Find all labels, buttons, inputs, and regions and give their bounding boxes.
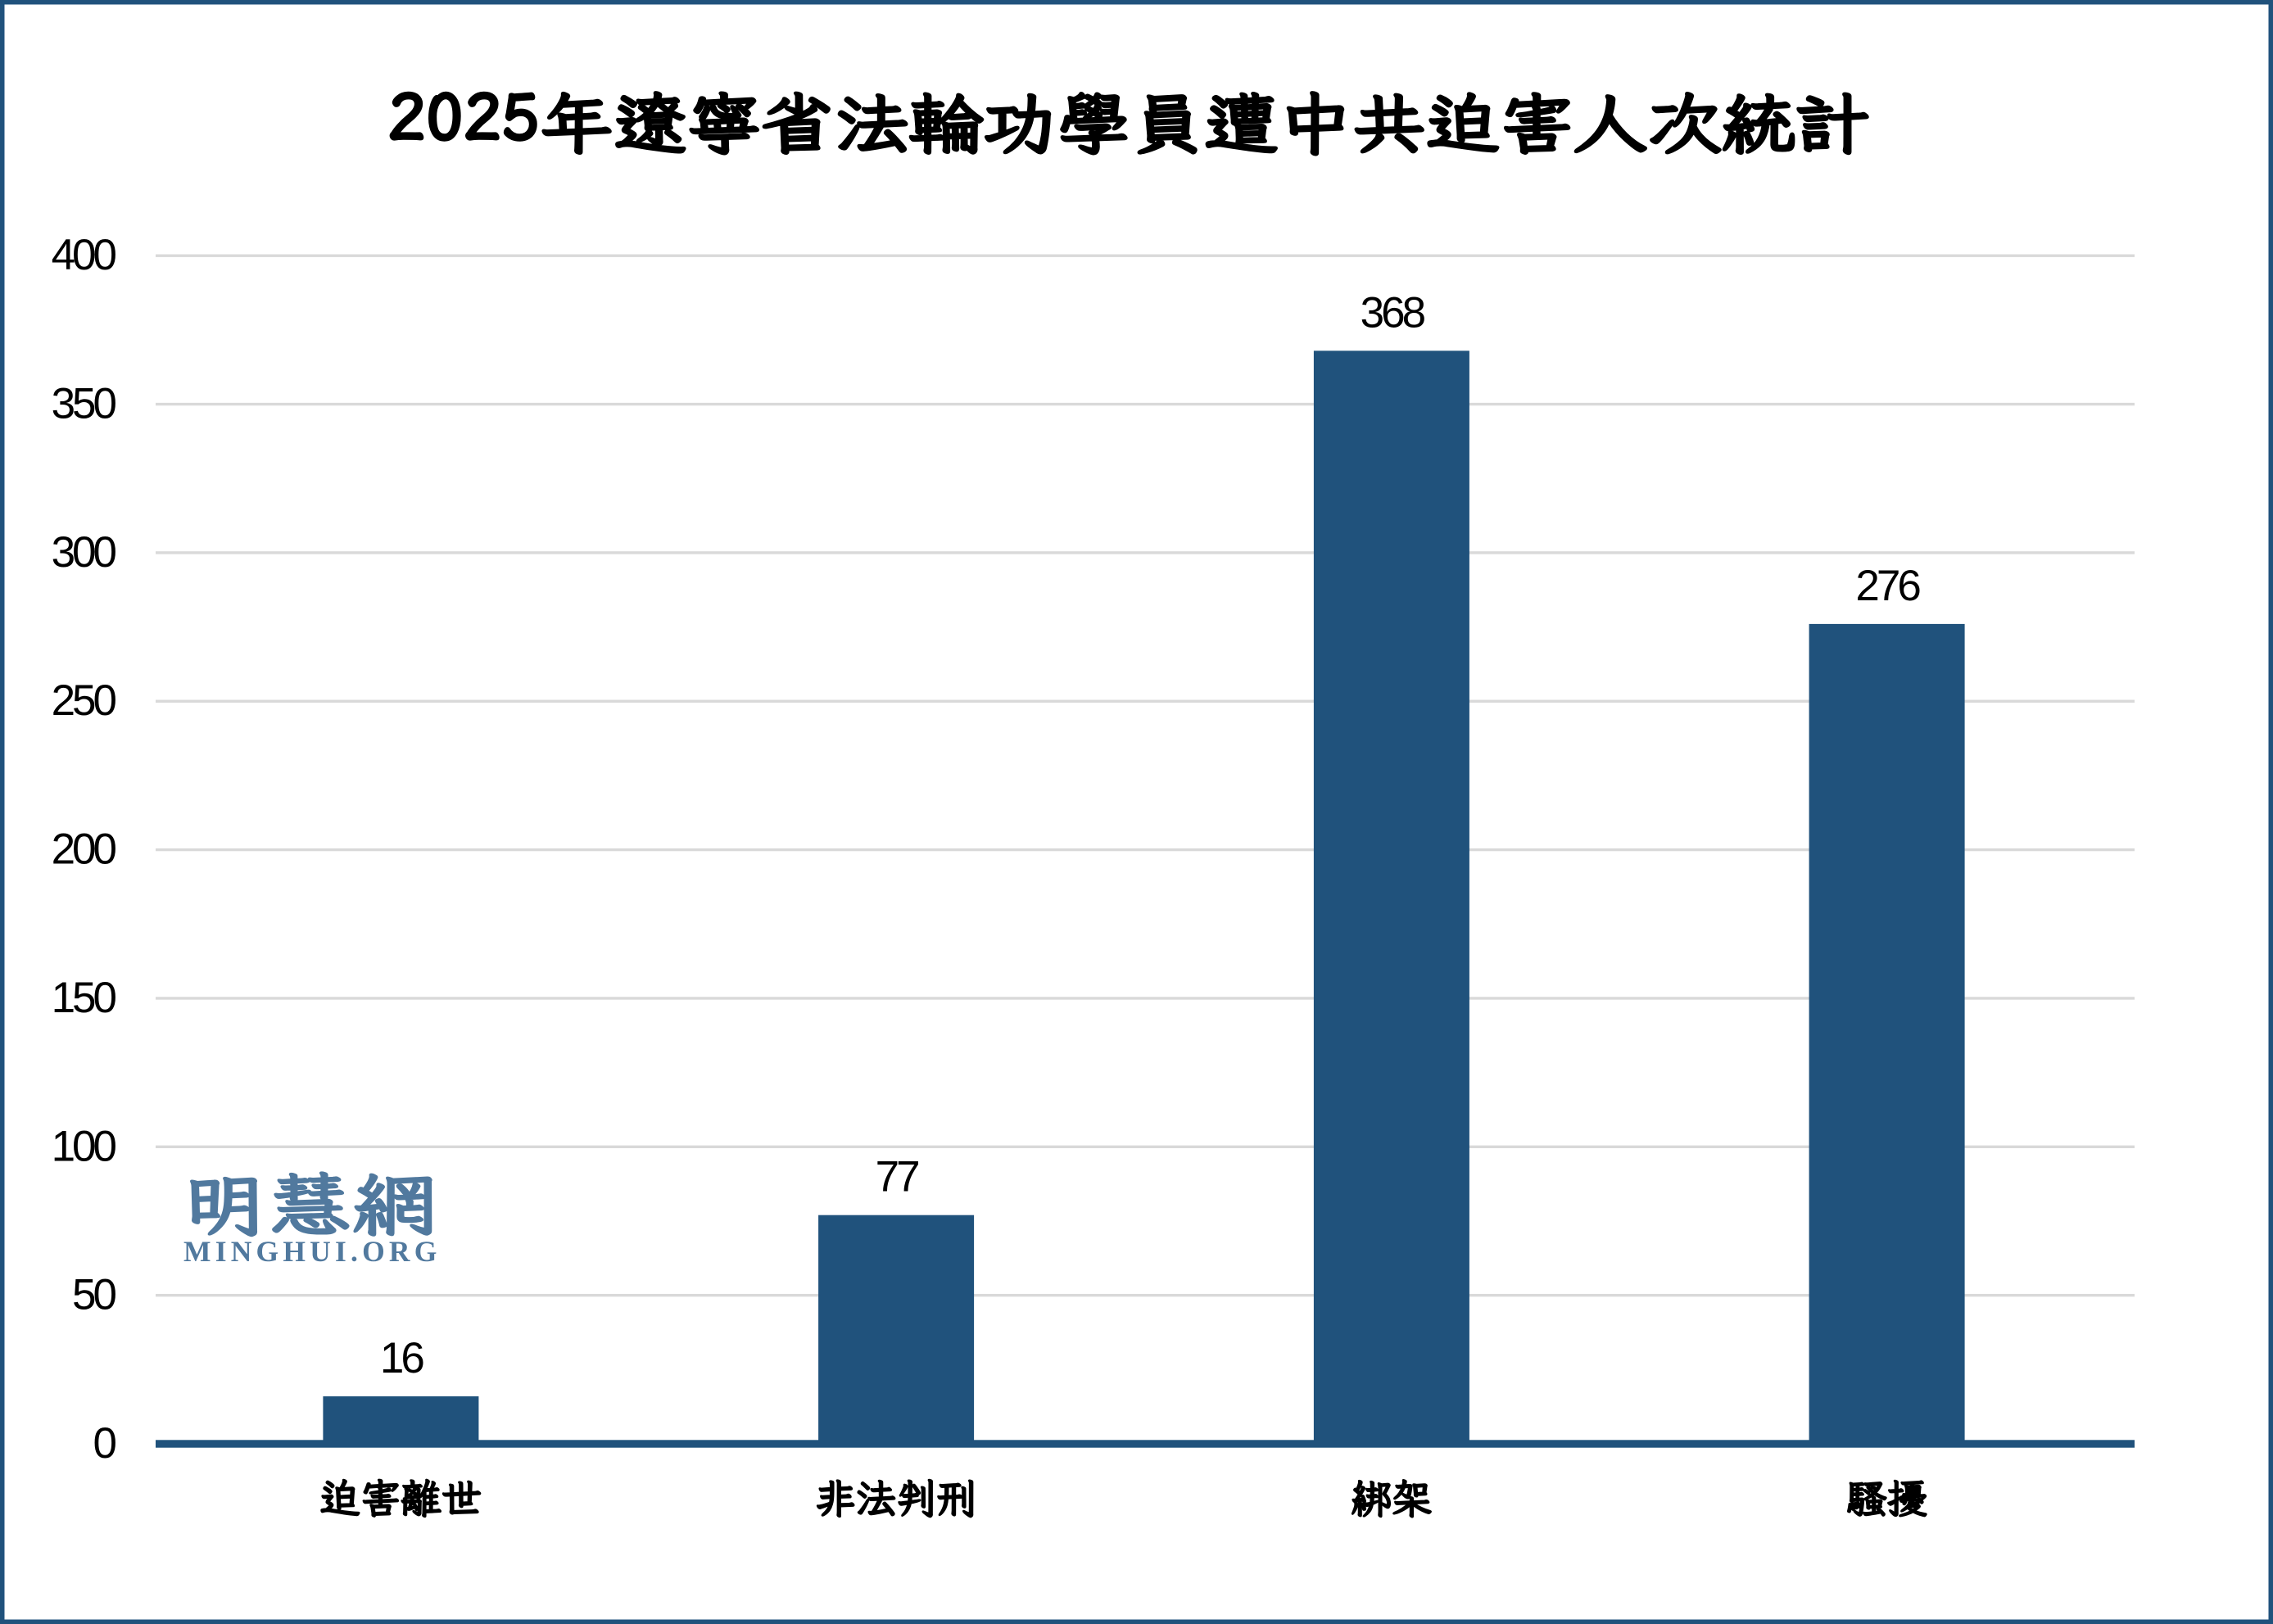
svg-text:276: 276 <box>1855 562 1920 610</box>
svg-text:200: 200 <box>52 826 116 874</box>
svg-text:300: 300 <box>52 528 116 577</box>
svg-text:0: 0 <box>93 1419 116 1468</box>
svg-text:50: 50 <box>72 1271 115 1319</box>
svg-text:MINGHUI.ORG: MINGHUI.ORG <box>183 1235 441 1268</box>
svg-text:77: 77 <box>876 1153 918 1201</box>
svg-text:16: 16 <box>380 1334 423 1382</box>
svg-text:250: 250 <box>52 676 116 725</box>
svg-text:350: 350 <box>52 380 116 428</box>
svg-text:400: 400 <box>52 231 116 279</box>
svg-text:100: 100 <box>52 1122 116 1170</box>
svg-text:368: 368 <box>1361 288 1425 337</box>
svg-text:150: 150 <box>52 974 116 1022</box>
